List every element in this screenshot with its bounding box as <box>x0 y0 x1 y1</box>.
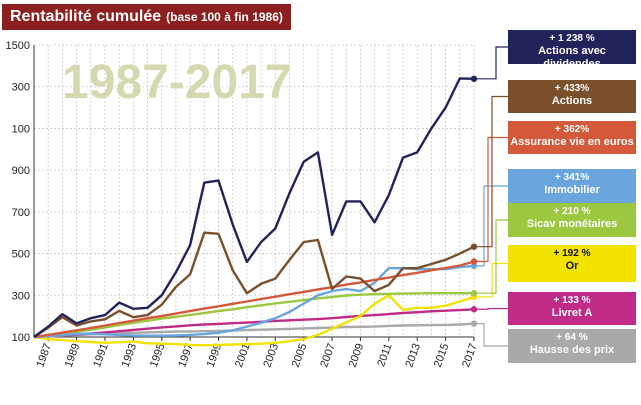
series-name-label: Livret A <box>551 307 593 319</box>
series-name-label: Or <box>565 260 579 272</box>
x-tick-label: 2017 <box>460 342 480 369</box>
series-line <box>33 292 474 339</box>
y-tick-label: 300 <box>12 82 30 94</box>
series-change-label: + 210 % <box>553 206 591 217</box>
series-connector <box>474 307 508 310</box>
series-connector <box>474 219 508 294</box>
y-tick-label: 700 <box>12 207 30 219</box>
series-line <box>33 294 475 347</box>
series-connector <box>474 185 508 267</box>
x-tick-label: 2003 <box>261 342 281 369</box>
x-tick-label: 2011 <box>375 342 394 368</box>
series-change-label: + 362% <box>554 124 590 135</box>
x-tick-label: 1989 <box>63 342 83 369</box>
x-tick-label: 2013 <box>403 342 423 369</box>
series-change-label: + 341% <box>554 172 590 183</box>
x-tick-label: 2001 <box>233 342 253 369</box>
series-label-box: + 210 % Sicav monétaires <box>508 203 636 237</box>
series-name-label: Sicav monétaires <box>526 218 618 230</box>
period-watermark: 1987-2017 <box>62 56 292 109</box>
chart-title-bar: Rentabilité cumulée (base 100 à fin 1986… <box>2 4 291 30</box>
x-tick-label: 2005 <box>290 342 310 369</box>
x-tick-label: 2015 <box>432 342 452 369</box>
series-label-box: + 133 % Livret A <box>508 292 636 325</box>
series-label-box: + 1 238 % Actions avec dividendes <box>508 30 636 70</box>
series-label-box: + 64 % Hausse des prix <box>508 329 636 363</box>
series-connector <box>474 95 508 248</box>
chart-title: Rentabilité cumulée <box>10 8 162 25</box>
series-connector <box>474 323 508 347</box>
series-label-box: + 362% Assurance vie en euros <box>508 121 636 154</box>
series-line <box>33 308 475 339</box>
series-label-box: + 192 % Or <box>508 245 636 282</box>
series-line <box>33 231 475 339</box>
x-tick-label: 1991 <box>91 342 111 369</box>
series-line <box>33 260 475 339</box>
series-line <box>33 264 475 339</box>
series-change-label: + 192 % <box>553 248 591 259</box>
series-name-label: Immobilier <box>544 184 600 196</box>
series-change-label: + 64 % <box>556 332 588 343</box>
y-tick-label: 1500 <box>6 40 30 52</box>
x-tick-label: 2007 <box>318 342 338 369</box>
series-connector <box>474 46 508 80</box>
series-connector <box>474 136 508 263</box>
connector-layer <box>474 46 508 347</box>
x-tick-label: 1995 <box>148 342 168 369</box>
series-name-label: Hausse des prix <box>529 344 615 356</box>
series-change-label: + 1 238 % <box>549 33 595 44</box>
series-label-box: + 341% Immobilier <box>508 169 636 203</box>
series-connector <box>474 262 508 298</box>
x-tick-label: 2009 <box>347 342 367 369</box>
series-layer <box>33 75 478 347</box>
series-label-box: + 433% Actions <box>508 80 636 113</box>
series-change-label: + 433% <box>554 83 590 94</box>
series-name-label: Actions <box>551 95 593 107</box>
grid-layer <box>34 44 475 338</box>
y-tick-label: 500 <box>12 249 30 261</box>
series-name-label: Assurance vie en euros <box>510 136 634 148</box>
y-tick-label: 300 <box>12 290 30 302</box>
x-tick-label: 1993 <box>120 342 140 369</box>
chart-subtitle: (base 100 à fin 1986) <box>166 10 283 24</box>
y-tick-label: 100 <box>12 123 30 135</box>
y-tick-label: 100 <box>12 332 30 344</box>
series-line <box>33 77 475 338</box>
x-tick-label: 1987 <box>34 342 54 369</box>
series-change-label: + 133 % <box>553 295 591 306</box>
series-name-label: Actions avec dividendes <box>538 45 606 71</box>
y-tick-label: 900 <box>12 165 30 177</box>
